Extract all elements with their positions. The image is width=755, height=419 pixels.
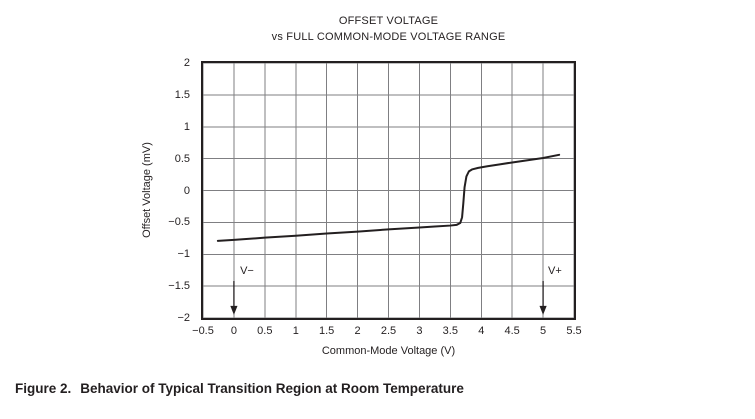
y-tick-label: 1.5 [174,88,190,101]
figure-caption-text: Behavior of Typical Transition Region at… [80,381,464,396]
v-plus-label: V+ [548,265,562,277]
x-tick-label: 4 [478,325,485,337]
y-tick-label: 0.5 [174,152,190,165]
x-tick-label: 5 [540,325,547,337]
x-tick-label: 2.5 [380,325,397,337]
chart-title: OFFSET VOLTAGE vs FULL COMMON-MODE VOLTA… [203,13,574,45]
offset-voltage-vs-common-mode-curve [216,153,561,242]
x-tick-label: −0.5 [192,325,214,337]
y-tick-label: −2 [177,312,190,324]
y-tick-label: 2 [183,57,190,69]
chart-title-line1: OFFSET VOLTAGE [338,15,439,27]
x-tick-label: 0.5 [257,325,273,337]
y-tick-label: −0.5 [168,216,190,229]
plot-border [201,61,576,320]
x-tick-label: 5.5 [566,325,582,337]
x-tick-label: 0 [230,325,237,337]
y-tick-label: 1 [183,120,190,133]
v-minus-arrowhead-icon [230,305,238,315]
x-tick-label: 3 [416,325,423,337]
chart-title-line2: vs FULL COMMON-MODE VOLTAGE RANGE [271,31,506,43]
x-tick-label: 2 [354,325,361,337]
x-tick-label: 4.5 [504,325,520,337]
y-tick-label: −1 [177,248,190,261]
figure-caption-number: Figure 2. [15,381,72,396]
y-tick-label: −1.5 [168,280,190,293]
v-minus-label: V− [240,265,254,277]
x-tick-label: 1 [292,325,299,337]
figure-caption: Figure 2. Behavior of Typical Transition … [15,381,464,396]
y-tick-label: 0 [183,184,190,197]
v-plus-arrowhead-icon [539,305,547,315]
x-tick-label: 3.5 [442,325,458,337]
x-axis-label: Common-Mode Voltage (V) [321,345,456,357]
plot-area: V− V+ [201,61,576,320]
x-tick-label: 1.5 [319,325,335,337]
